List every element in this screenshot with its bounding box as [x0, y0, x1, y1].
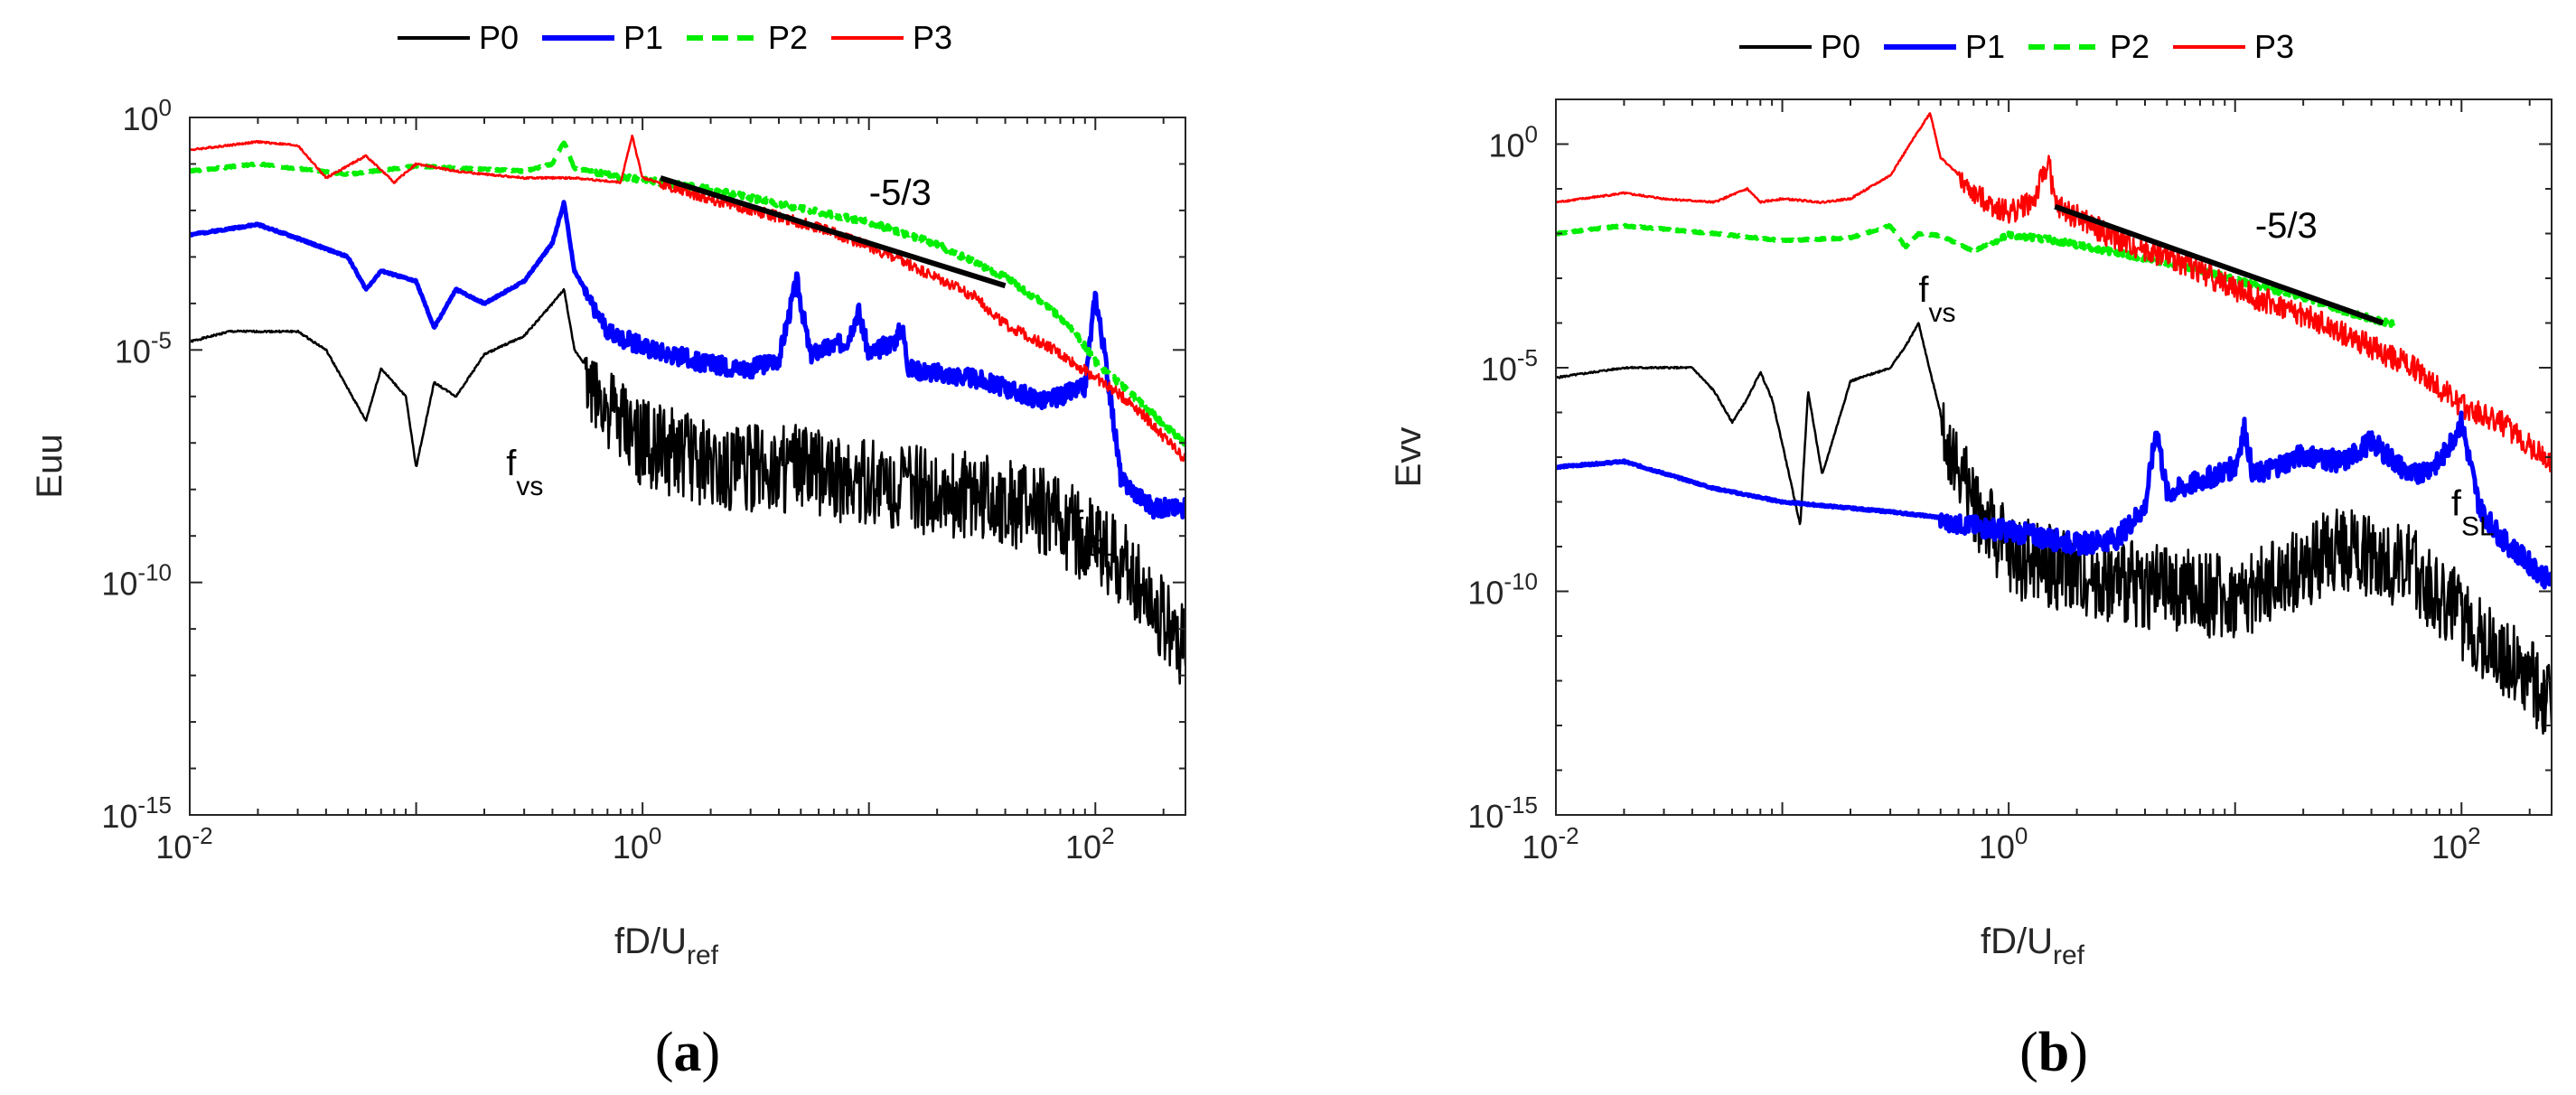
series-p0-line-a — [190, 287, 1185, 685]
x-axis-label-b: fD/Uref — [1981, 922, 2085, 970]
x-axis-label-b-main: fD/U — [1981, 922, 2053, 961]
ticks-a — [189, 117, 1185, 816]
x-axis-label-b-sub: ref — [2053, 941, 2085, 970]
annotation-fvs-b: fvs — [1918, 270, 1955, 328]
x-tick-label-b: 10-2 — [1522, 822, 1578, 866]
x-axis-label-a: fD/Uref — [614, 922, 719, 970]
legend-a-label-p0: P0 — [479, 19, 519, 56]
slope-label-b: -5/3 — [2255, 206, 2318, 246]
legend-b-label-p0: P0 — [1821, 28, 1860, 65]
annotation-fvs-a: fvs — [506, 444, 543, 501]
y-tick-label-a: 10-5 — [115, 326, 172, 370]
y-tick-label-b: 10-15 — [1467, 791, 1538, 835]
y-axis-label-a: Euu — [30, 434, 70, 498]
annotation-fsl-a: fSL — [1073, 504, 1117, 562]
x-axis-label-a-sub: ref — [687, 941, 719, 970]
x-tick-label-a: 102 — [1065, 822, 1115, 866]
series-p1-line-a — [190, 200, 1185, 520]
legend-a: P0 P1 P2 P3 — [398, 19, 952, 56]
series-p0-line-b — [1556, 322, 2552, 735]
series-p3-line-a — [190, 134, 1185, 463]
x-tick-label-b: 102 — [2431, 822, 2481, 866]
slope-line-b — [2054, 203, 2384, 326]
legend-a-label-p3: P3 — [913, 19, 952, 56]
panel-label-b: (b) — [2019, 1022, 2088, 1083]
x-tick-label-a: 100 — [613, 822, 662, 866]
legend-a-label-p1: P1 — [623, 19, 663, 56]
panel-label-a: (a) — [655, 1022, 720, 1083]
legend-b-label-p2: P2 — [2110, 28, 2150, 65]
plot-area-b — [1556, 112, 2552, 735]
y-tick-label-b: 10-5 — [1481, 344, 1538, 388]
y-tick-label-a: 10-15 — [101, 791, 172, 835]
tick-labels-a: 10-2 100 102 100 10-5 10-10 10-15 — [101, 94, 1114, 866]
slope-line-a — [660, 175, 1007, 289]
legend-a-label-p2: P2 — [768, 19, 808, 56]
y-tick-label-a: 100 — [122, 94, 172, 137]
x-tick-label-a: 10-2 — [155, 822, 212, 866]
y-tick-label-b: 100 — [1488, 121, 1538, 164]
axes-frame-a — [189, 117, 1186, 816]
x-tick-label-b: 100 — [1979, 822, 2028, 866]
x-axis-label-a-main: fD/U — [614, 922, 687, 961]
y-tick-label-b: 10-10 — [1467, 568, 1538, 612]
annotations-a: fvs fSL — [506, 444, 1117, 562]
legend-b: P0 P1 P2 P3 — [1739, 28, 2294, 65]
y-tick-label-a: 10-10 — [101, 559, 172, 603]
series-p2-line-b — [1556, 222, 2396, 328]
annotations-b: fvs fSL — [1918, 270, 2494, 542]
y-axis-label-b: Evv — [1389, 427, 1429, 488]
ticks-b — [1555, 98, 2552, 816]
legend-b-label-p1: P1 — [1965, 28, 2005, 65]
series-p1-line-b — [1556, 410, 2552, 590]
series-p3-line-b — [1556, 112, 2552, 473]
annotation-fsl-b: fSL — [2451, 483, 2495, 541]
legend-b-label-p3: P3 — [2254, 28, 2294, 65]
plot-area-a — [190, 134, 1185, 685]
tick-labels-b: 10-2 100 102 100 10-5 10-10 10-15 — [1467, 121, 2480, 866]
slope-label-a: -5/3 — [869, 173, 932, 213]
